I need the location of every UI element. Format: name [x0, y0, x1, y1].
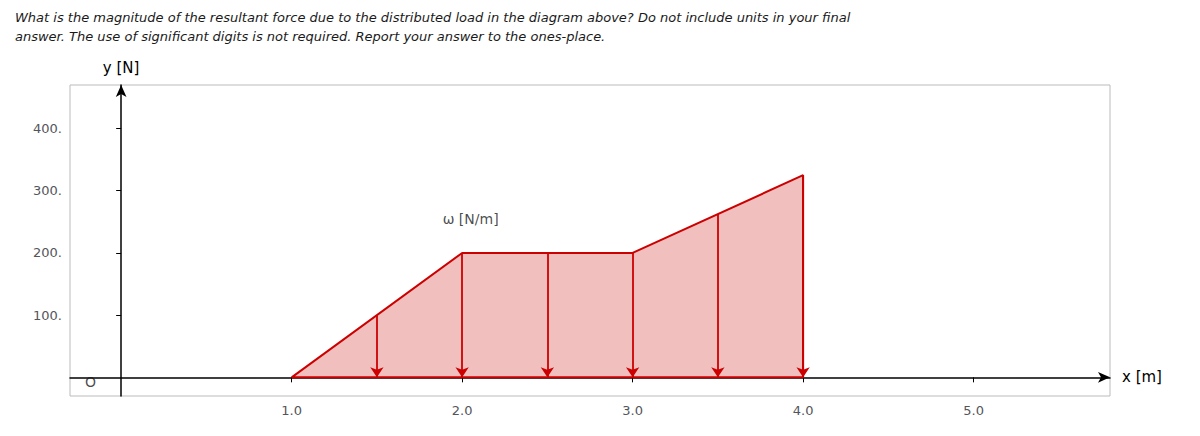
svg-text:3.0: 3.0: [622, 403, 643, 418]
svg-text:400.: 400.: [33, 121, 62, 136]
svg-text:100.: 100.: [33, 308, 62, 323]
svg-text:ω [N/m]: ω [N/m]: [443, 211, 499, 227]
svg-text:300.: 300.: [33, 183, 62, 198]
svg-text:1.0: 1.0: [281, 403, 302, 418]
svg-text:200.: 200.: [33, 245, 62, 260]
svg-text:y [N]: y [N]: [103, 59, 140, 77]
svg-text:2.0: 2.0: [452, 403, 473, 418]
svg-text:answer. The use of significant: answer. The use of significant digits is…: [15, 29, 605, 44]
svg-text:4.0: 4.0: [793, 403, 814, 418]
svg-text:x [m]: x [m]: [1122, 368, 1162, 386]
svg-text:O: O: [85, 374, 96, 390]
svg-text:5.0: 5.0: [963, 403, 984, 418]
svg-text:What is the magnitude of the r: What is the magnitude of the resultant f…: [15, 10, 851, 25]
